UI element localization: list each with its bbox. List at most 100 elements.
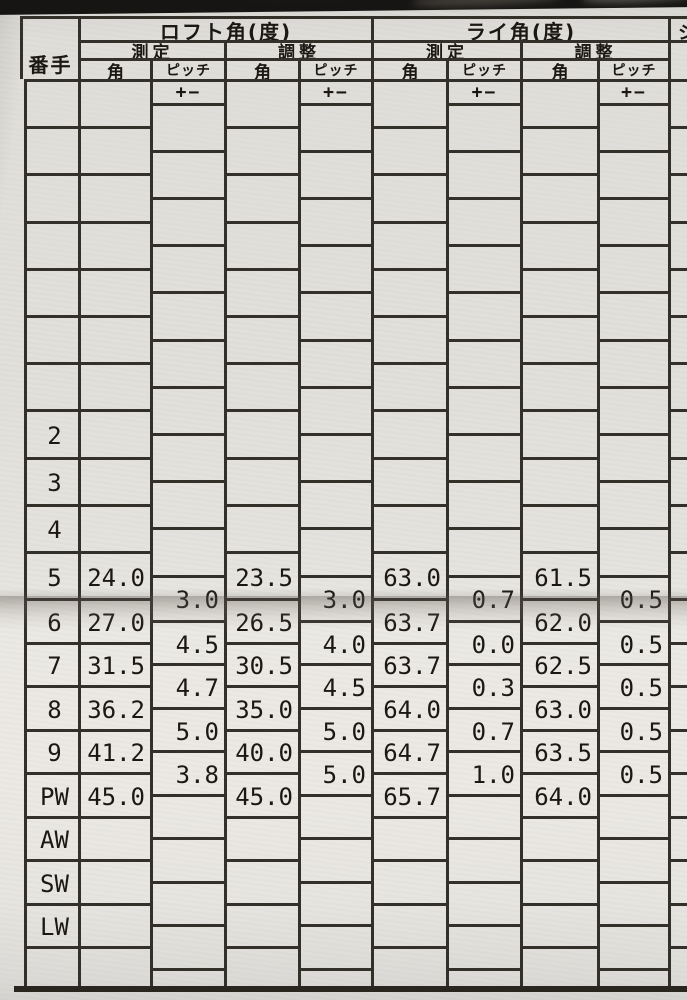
loft-measured-angle-cell: 31.5 [78,641,150,686]
lie-measured-pitch-cell [446,338,520,386]
next-section-cell [668,40,687,79]
lie-adjusted-pitch-cell: 0.5 [597,706,668,751]
club-number-cell: 6 [24,598,82,642]
loft-measured-pitch-cell [150,433,224,481]
next-section-cell [668,772,687,816]
club-number-cell: 8 [24,685,82,729]
club-number-cell: SW [24,859,82,903]
loft-adjusted-pitch-cell [298,924,371,968]
next-section-cell [668,859,687,903]
subheader-lie-measured: 測定 [371,40,520,63]
loft-measured-angle-cell [78,946,150,990]
next-section-cell [668,641,687,686]
club-number-cell [24,173,82,221]
loft-adjusted-angle-cell [224,126,298,174]
club-number-cell: 9 [24,728,82,773]
club-number-cell: 3 [24,456,82,504]
lie-adjusted-pitch-cell [597,385,668,433]
loft-measured-angle-cell [78,409,150,457]
loft-adjusted-angle-cell [224,173,298,221]
lie-measured-angle-cell [371,220,446,268]
lie-adjusted-pitch-cell [597,433,668,481]
lie-measured-angle-cell [371,267,446,315]
lie-measured-angle-cell [371,503,446,551]
loft-measured-angle-cell [78,456,150,504]
club-number-cell [24,315,82,363]
col-label-pitch: ピッチ [150,58,224,79]
lie-measured-angle-cell [371,859,446,903]
lie-adjusted-pitch-cell: 0.5 [597,750,668,794]
lie-measured-angle-cell [371,946,446,990]
col-label-angle: 角 [520,58,597,83]
lie-adjusted-angle-cell [520,902,597,947]
lie-adjusted-angle-cell [520,859,597,903]
club-number-cell: 7 [24,641,82,686]
loft-measured-pitch-cell [150,480,224,528]
lie-adjusted-pitch-cell [597,793,668,838]
loft-adjusted-pitch-cell [298,385,371,433]
lie-measured-pitch-cell [446,527,520,575]
loft-measured-angle-cell [78,173,150,221]
lie-adjusted-pitch-cell [597,197,668,245]
loft-measured-angle-cell [78,815,150,860]
lie-measured-angle-cell: 64.0 [371,685,446,729]
loft-adjusted-pitch-cell: 5.0 [298,750,371,794]
loft-measured-pitch-cell [150,837,224,881]
loft-adjusted-angle-cell: 45.0 [224,772,298,816]
lie-measured-angle-cell [371,126,446,174]
loft-adjusted-pitch-cell [298,102,371,150]
subheader-lie-adjusted: 調整 [520,40,668,63]
table-bottom-border [14,986,687,992]
loft-adjusted-angle-cell [224,79,298,127]
lie-adjusted-angle-cell [520,315,597,363]
loft-measured-angle-cell [78,220,150,268]
lie-measured-angle-cell [371,456,446,504]
loft-measured-angle-cell [78,362,150,410]
loft-measured-angle-cell [78,503,150,551]
loft-measured-angle-cell [78,126,150,174]
loft-measured-pitch-cell [150,244,224,292]
lie-measured-pitch-cell [446,924,520,968]
col-label-pitch: ピッチ [298,58,371,79]
lie-adjusted-angle-cell [520,815,597,860]
lie-measured-pitch-cell [446,480,520,528]
next-section-cell [668,728,687,773]
subheader-loft-adjusted: 調整 [224,40,371,63]
loft-measured-pitch-cell: 5.0 [150,706,224,751]
loft-adjusted-angle-cell [224,362,298,410]
loft-adjusted-pitch-cell: 5.0 [298,706,371,751]
lie-adjusted-angle-cell [520,456,597,504]
lie-adjusted-angle-cell [520,220,597,268]
lie-measured-angle-cell: 63.7 [371,598,446,642]
lie-measured-angle-cell [371,79,446,127]
loft-adjusted-pitch-cell [298,793,371,838]
loft-measured-pitch-cell: 3.8 [150,750,224,794]
lie-measured-pitch-cell: 0.7 [446,706,520,751]
lie-adjusted-pitch-cell [597,102,668,150]
loft-adjusted-pitch-cell: 4.0 [298,619,371,664]
lie-measured-angle-cell: 63.7 [371,641,446,686]
pitch-sign-header: +− [597,79,668,103]
loft-adjusted-pitch-cell: 4.5 [298,663,371,707]
next-section-partial-header: シ [668,16,687,44]
loft-adjusted-pitch-cell [298,880,371,925]
loft-adjusted-angle-cell: 26.5 [224,598,298,642]
row-header-club-number: 番手 [20,16,78,79]
lie-adjusted-angle-cell [520,173,597,221]
club-number-cell [24,79,82,127]
next-section-cell [668,267,687,315]
loft-measured-angle-cell: 24.0 [78,551,150,599]
loft-measured-pitch-cell [150,880,224,925]
pitch-sign-header: +− [150,79,224,103]
lie-measured-pitch-cell [446,880,520,925]
col-label-angle: 角 [224,58,298,83]
loft-adjusted-pitch-cell [298,480,371,528]
lie-adjusted-angle-cell: 63.0 [520,685,597,729]
col-label-pitch: ピッチ [446,58,520,79]
lie-adjusted-angle-cell [520,126,597,174]
col-label-angle: 角 [78,58,150,83]
next-section-cell [668,598,687,642]
lie-measured-pitch-cell [446,197,520,245]
loft-measured-pitch-cell [150,102,224,150]
